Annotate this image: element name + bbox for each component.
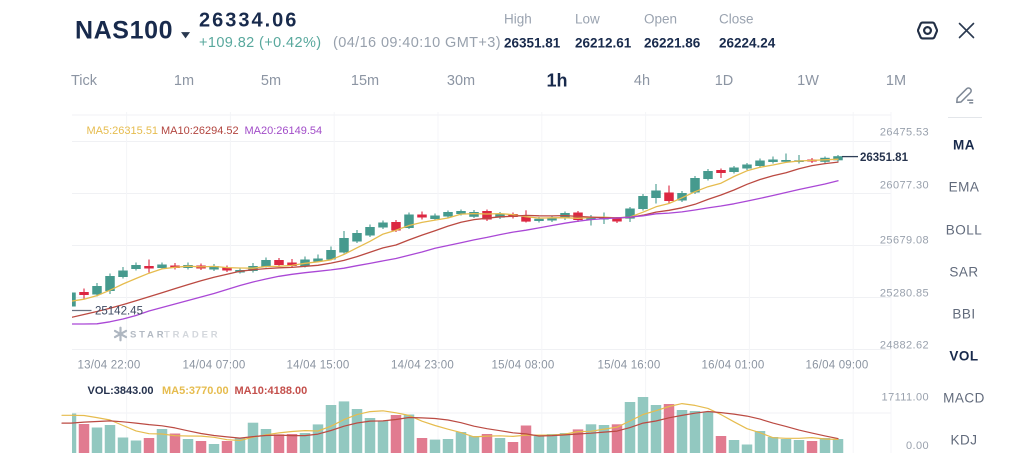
svg-text:26475.53: 26475.53 — [880, 127, 929, 139]
svg-text:14/04 23:00: 14/04 23:00 — [391, 360, 454, 372]
svg-text:MA5:26315.51: MA5:26315.51 — [87, 125, 159, 137]
svg-text:0.00: 0.00 — [906, 440, 929, 452]
svg-text:26077.30: 26077.30 — [880, 180, 929, 192]
svg-text:TRADER: TRADER — [164, 330, 220, 341]
svg-text:13/04 22:00: 13/04 22:00 — [78, 360, 141, 372]
svg-text:17111.00: 17111.00 — [882, 392, 929, 404]
svg-text:16/04 01:00: 16/04 01:00 — [702, 360, 765, 372]
svg-text:14/04 15:00: 14/04 15:00 — [287, 360, 350, 372]
svg-text:15/04 16:00: 15/04 16:00 — [598, 360, 661, 372]
svg-text:24882.62: 24882.62 — [880, 340, 929, 352]
svg-text:MA10:4188.00: MA10:4188.00 — [235, 385, 308, 397]
svg-text:25142.45: 25142.45 — [95, 306, 143, 318]
svg-text:MA20:26149.54: MA20:26149.54 — [245, 125, 323, 137]
svg-text:25679.08: 25679.08 — [880, 235, 929, 247]
svg-text:14/04 07:00: 14/04 07:00 — [183, 360, 246, 372]
svg-text:25280.85: 25280.85 — [880, 288, 929, 300]
svg-text:MA5:3770.00: MA5:3770.00 — [162, 385, 229, 397]
svg-text:VOL:3843.00: VOL:3843.00 — [88, 385, 154, 397]
svg-text:MA10:26294.52: MA10:26294.52 — [161, 125, 239, 137]
svg-text:16/04 09:00: 16/04 09:00 — [806, 360, 869, 372]
svg-text:15/04 08:00: 15/04 08:00 — [492, 360, 555, 372]
svg-text:26351.81: 26351.81 — [860, 152, 909, 164]
svg-text:STAR: STAR — [130, 330, 166, 341]
